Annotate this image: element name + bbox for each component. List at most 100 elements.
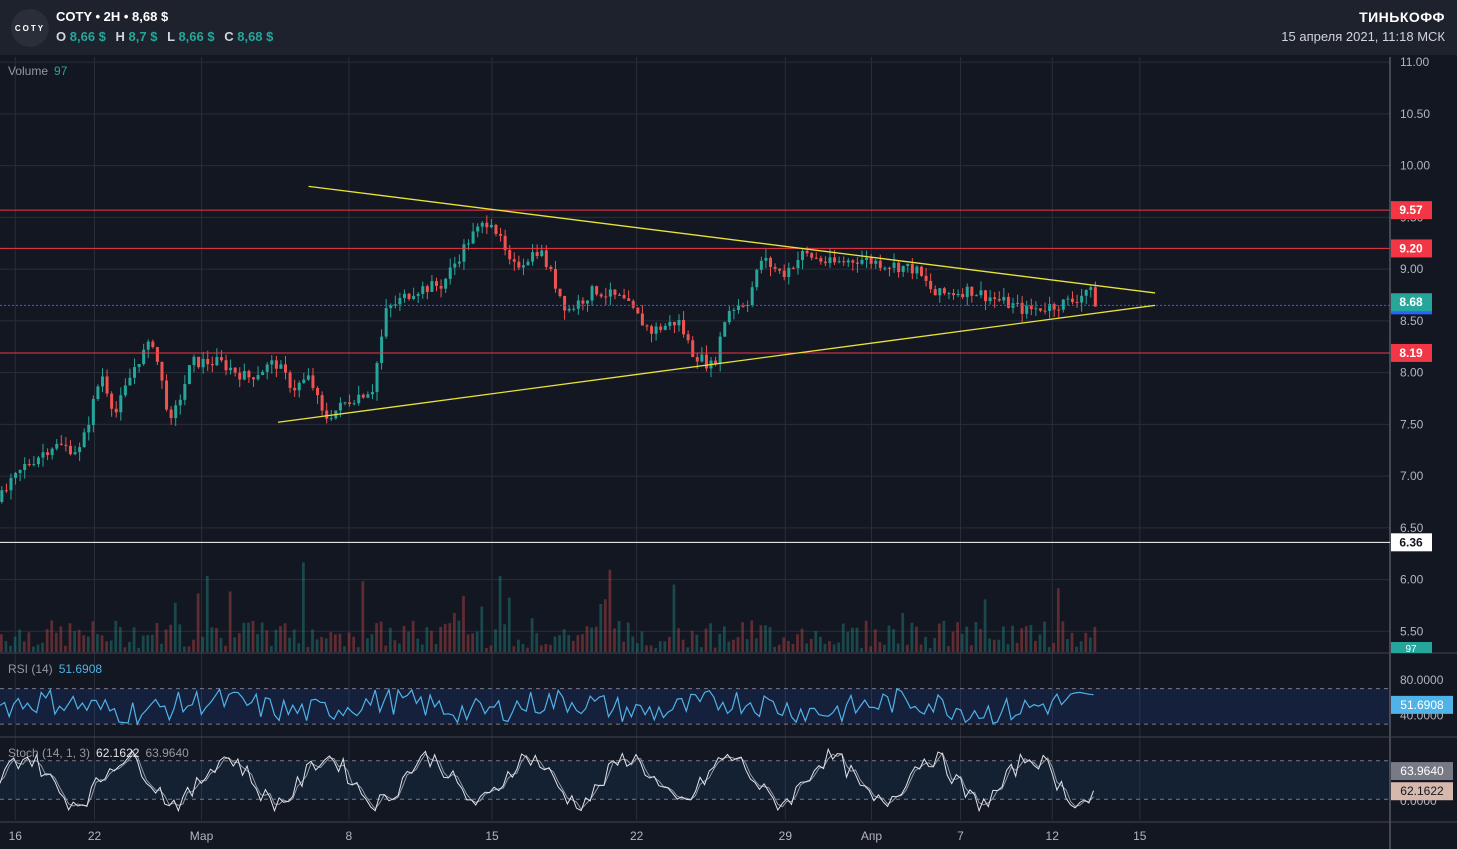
candle-body xyxy=(892,262,896,268)
candle-body xyxy=(96,386,100,399)
candle-body xyxy=(23,463,27,470)
volume-bar xyxy=(96,634,99,652)
volume-bar xyxy=(951,631,955,652)
volume-bar xyxy=(745,639,749,652)
volume-bar xyxy=(196,593,200,652)
candle-body xyxy=(947,293,951,295)
candle-body xyxy=(197,356,201,368)
volume-value: 97 xyxy=(54,64,68,78)
volume-bar xyxy=(494,629,497,652)
volume-bar xyxy=(937,623,941,652)
candle-body xyxy=(210,364,214,366)
volume-bar xyxy=(1011,625,1014,652)
volume-bar xyxy=(704,628,708,652)
volume-bar xyxy=(718,633,722,652)
ohlc-readout: O 8,66 $ H 8,7 $ L 8,66 $ C 8,68 $ xyxy=(56,29,279,44)
volume-bar xyxy=(1052,643,1056,652)
candle-body xyxy=(979,290,983,296)
price-levels: 9.579.208.198.656.36 xyxy=(0,201,1432,552)
volume-bar xyxy=(613,628,616,652)
volume-bar xyxy=(4,641,8,652)
candle-body xyxy=(933,289,937,296)
candle-body xyxy=(718,336,722,364)
volume-bar xyxy=(86,636,90,652)
volume-bar xyxy=(137,647,141,652)
candle-body xyxy=(874,260,878,264)
candle-body xyxy=(247,370,251,378)
volume-bar xyxy=(269,645,273,652)
volume-bar xyxy=(736,637,740,652)
volume-bar xyxy=(210,627,214,652)
candle-body xyxy=(14,472,18,479)
volume-bar xyxy=(292,629,296,652)
symbol-logo: COTY xyxy=(11,9,49,47)
volume-bar xyxy=(947,646,950,652)
volume-bar xyxy=(338,633,342,652)
stoch-k-badge xyxy=(1391,782,1453,801)
candle-body xyxy=(485,222,489,228)
candle-body xyxy=(1084,289,1088,296)
candle-body xyxy=(1029,305,1033,310)
candle-body xyxy=(448,267,452,279)
ohlc-low-value: 8,66 $ xyxy=(178,29,215,44)
volume-bar xyxy=(567,634,571,652)
volume-bar xyxy=(82,635,86,652)
volume-bar xyxy=(77,629,81,652)
volume-bar xyxy=(535,633,539,652)
volume-bar xyxy=(27,632,31,652)
volume-bar xyxy=(471,633,475,652)
candle-body xyxy=(393,304,397,306)
volume-bar xyxy=(841,623,845,652)
volume-bar xyxy=(1020,628,1024,652)
candle-body xyxy=(782,270,786,278)
stoch-legend: Stoch (14, 1, 3) 62.1622 63.9640 xyxy=(8,746,189,760)
volume-bar xyxy=(315,639,319,652)
volume-bar xyxy=(608,569,612,652)
candle-body xyxy=(343,402,347,404)
volume-bar xyxy=(896,643,900,652)
volume-bar xyxy=(36,644,40,652)
candle-body xyxy=(993,297,997,299)
volume-bar xyxy=(732,639,735,652)
candle-body xyxy=(704,354,708,369)
volume-bar xyxy=(123,647,127,652)
candle-body xyxy=(942,288,946,294)
candle-body xyxy=(1043,310,1047,312)
y-tick-label: 5.50 xyxy=(1400,624,1424,638)
volume-bar xyxy=(851,627,854,652)
x-tick-label: 22 xyxy=(630,829,644,843)
candle-body xyxy=(787,267,791,278)
volume-bar xyxy=(109,640,113,652)
volume-bar xyxy=(150,634,154,652)
candle-body xyxy=(741,305,745,307)
volume-bar xyxy=(663,641,667,652)
symbol-title[interactable]: COTY • 2H • 8,68 $ xyxy=(56,9,169,24)
candle-body xyxy=(585,300,589,304)
y-tick-label: 6.00 xyxy=(1400,573,1424,587)
stoch-k-line xyxy=(0,747,1094,813)
candle-body xyxy=(842,261,846,263)
candle-body xyxy=(919,266,923,276)
candle-body xyxy=(1034,308,1038,310)
volume-bar xyxy=(18,629,22,652)
candle-body xyxy=(1075,301,1079,303)
volume-bar xyxy=(1056,588,1060,652)
volume-bar xyxy=(905,644,909,652)
volume-bar xyxy=(562,629,566,652)
volume-bar xyxy=(32,646,35,652)
volume-bar xyxy=(764,625,767,652)
candle-body xyxy=(238,372,242,380)
candle-body xyxy=(563,296,567,311)
candle-body xyxy=(1038,308,1042,311)
candle-body xyxy=(558,288,562,296)
volume-bar xyxy=(379,621,383,652)
candle-body xyxy=(723,322,727,337)
volume-bar xyxy=(626,622,630,652)
volume-bar xyxy=(828,641,831,652)
volume-bar xyxy=(777,644,781,652)
candle-body xyxy=(1052,304,1056,310)
volume-bar xyxy=(722,626,726,652)
stoch-d-badge xyxy=(1391,762,1453,781)
x-tick-label: Мар xyxy=(190,829,214,843)
